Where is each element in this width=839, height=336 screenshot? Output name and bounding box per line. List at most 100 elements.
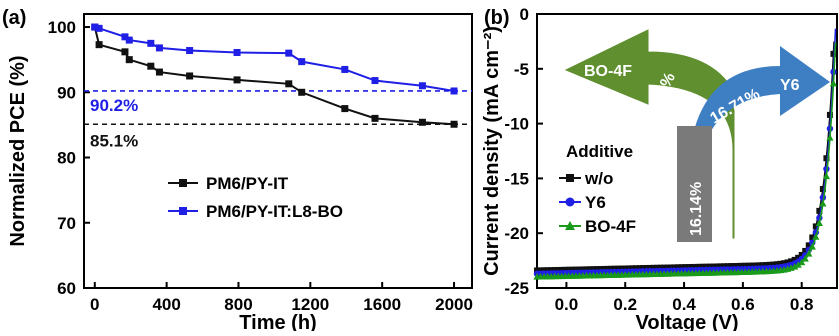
left-arrow-label: BO-4F [584,63,632,80]
data-point [611,265,618,272]
legend-title-additive: Additive [566,142,633,161]
data-point [298,58,306,66]
data-point [710,263,717,270]
data-point [298,88,306,96]
data-point [534,267,540,274]
x-tick-label: 0.6 [731,295,755,314]
panel-a-ylabel: Normalized PCE (%) [7,55,29,246]
y-tick-label: -5 [514,60,529,79]
data-point [794,261,802,268]
data-point [450,120,458,128]
data-point [650,264,657,271]
data-point [682,264,689,271]
panel-b-frame [536,13,838,289]
y-tick-label: 100 [48,18,76,37]
data-point [418,118,426,126]
legend-marker-pm6-py-it-l8-bo [179,207,187,215]
data-point [731,263,738,270]
data-point [562,266,569,273]
data-point [788,258,795,265]
data-point [95,41,103,49]
data-point [791,256,798,263]
data-point [569,266,576,273]
data-point [808,243,816,250]
reference-line-label: 90.2% [90,96,138,115]
data-point [661,264,668,271]
data-point [696,263,703,270]
panel-a-legend: PM6/PY-IT PM6/PY-IT:L8-BO [168,174,343,221]
data-point [537,267,544,274]
x-tick-label: 0 [90,295,99,314]
data-point [615,265,622,272]
x-tick-label: 0.2 [613,295,637,314]
data-point [826,111,833,118]
x-tick-label: 400 [152,295,180,314]
data-point [572,266,579,273]
data-point [125,56,133,64]
data-point [801,255,809,262]
y-tick-label: 60 [57,279,76,298]
legend-label-wo: w/o [584,169,613,188]
data-point [657,264,664,271]
series-line [94,26,455,92]
data-point [418,82,426,90]
data-point [699,263,706,270]
data-point [622,265,629,272]
data-point [639,265,646,272]
data-point [752,262,759,269]
panel-b-chart: (b) 0.0 0.2 0.4 0.6 0.8 0 -5 -10 -15 -20 -25 BO-4F… [481,5,838,334]
legend-label-pm6-py-it: PM6/PY-IT [206,174,289,193]
data-point [233,76,241,84]
data-point [125,36,133,44]
panel-b-ylabel: Current density (mA cm⁻²) [481,26,503,276]
data-point [770,261,777,268]
data-point [819,199,827,207]
data-point [798,258,806,266]
data-point [692,263,699,270]
data-point [583,266,590,273]
data-point [822,172,831,180]
data-point [147,39,155,47]
x-tick-label: 800 [224,295,252,314]
data-point [541,267,548,274]
x-tick-label: 0.0 [555,295,579,314]
data-point [121,48,129,56]
data-point [671,264,678,271]
data-point [738,262,745,269]
panel-a-frame [83,13,473,289]
data-point [675,264,682,271]
panel-b-xlabel: Voltage (V) [636,312,739,331]
y-tick-label: 70 [57,214,76,233]
x-tick-label: 2000 [435,295,473,314]
base-value: 16.14% [688,182,705,236]
reference-line-label: 85.1% [90,131,138,150]
data-point [646,264,653,271]
data-point [91,23,99,31]
data-point [664,264,671,271]
data-point [717,263,724,270]
legend-marker-pm6-py-it [179,179,187,187]
data-point [763,262,770,269]
y-tick-label: 90 [57,83,76,102]
data-point [95,24,103,32]
data-point [565,266,572,273]
data-point [685,264,692,271]
x-tick-label: 0.8 [790,295,814,314]
data-point [579,266,586,273]
data-point [341,105,349,113]
data-point [450,87,458,95]
legend-label-pm6-py-it-l8-bo: PM6/PY-IT:L8-BO [206,202,343,221]
data-point [590,266,597,273]
data-point [784,259,791,266]
data-point [668,264,675,271]
data-point [285,80,293,88]
panel-b-legend: Additive w/o Y6 BO-4F [559,142,636,236]
data-point [371,77,379,85]
data-point [777,260,784,267]
data-point [706,263,713,270]
data-point [805,250,813,257]
legend-marker-bo-4f [565,221,575,230]
data-point [829,79,838,87]
y-tick-label: -15 [504,169,529,188]
data-point [826,133,834,141]
